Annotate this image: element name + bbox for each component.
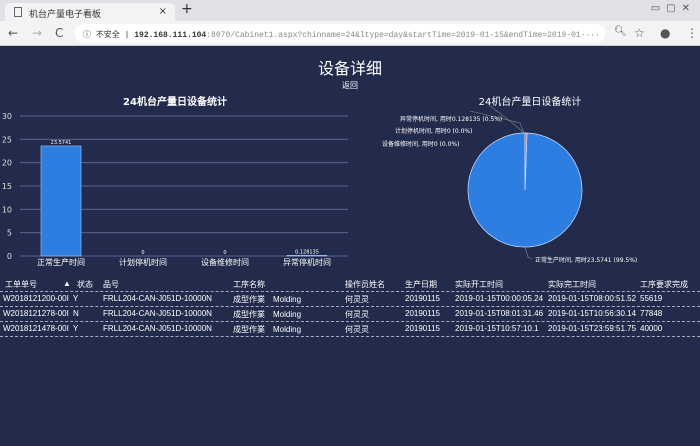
table-cell: 20190115 [405,324,440,333]
browser-tab[interactable]: 机台产量电子看板 × [5,3,175,21]
table-cell: 2019-01-15T08:01:31.46 [455,309,544,318]
data-label: 23.5741 [51,140,72,146]
zoom-icon[interactable]: 🔍︎ [614,26,627,37]
data-label: 0.128135 [295,249,319,255]
column-header[interactable]: 操作员姓名 [345,280,385,289]
back-icon[interactable]: ← [8,26,19,40]
table-cell: 55619 [640,294,663,303]
column-header[interactable]: 实际开工时间 [455,280,503,289]
pie-slice [524,132,528,191]
leader-line [469,110,525,134]
table-cell: W2018121200-00I [3,294,69,303]
url-input[interactable]: ⓘ 不安全 | 192.168.111.104:8070/Cabinet1.as… [75,24,605,43]
pie-label: 设备维修时间, 用时0 (0.0%) [382,140,459,148]
table-cell: 2019-01-15T10:56:30.14 [548,309,637,318]
table-cell: FRLL204-CAN-J051D-10000N [103,309,212,318]
bar [40,145,82,257]
column-header[interactable]: 状态 [77,280,93,289]
table-cell: FRLL204-CAN-J051D-10000N [103,294,212,303]
bar [286,255,328,257]
x-tick-label: 计划停机时间 [119,257,167,267]
y-tick-label: 25 [2,135,12,144]
y-tick-label: 0 [7,252,12,261]
address-bar-area: ← → C ⓘ 不安全 | 192.168.111.104:8070/Cabin… [0,21,700,46]
table-cell: 何灵灵 [345,295,369,304]
table-row[interactable] [0,307,700,322]
back-link[interactable]: 返回 [342,81,358,90]
table-cell: 20190115 [405,294,440,303]
leader-line [524,246,533,260]
bar-chart: 05101520253023.5741正常生产时间0计划停机时间0设备维修时间0… [2,112,348,267]
y-tick-label: 10 [2,205,12,214]
column-header[interactable]: 工序名称 [233,280,265,289]
bookmark-star-icon[interactable]: ☆ [634,26,645,40]
url-host: 192.168.111.104 [134,31,207,40]
table-cell: N [73,309,79,318]
x-tick-label: 设备维修时间 [201,257,249,267]
x-tick-label: 异常停机时间 [283,257,331,267]
column-header[interactable]: 工序要求完成 [640,280,688,289]
pie-chart-title: 24机台产量日设备统计 [478,97,582,108]
y-tick-label: 5 [7,229,12,238]
pie-label: 正常生产时间, 用时23.5741 (99.5%) [535,256,637,264]
table-cell: 2019-01-15T10:57:10.1 [455,324,539,333]
new-tab-button[interactable]: + [181,1,193,17]
table-cell: FRLL204-CAN-J051D-10000N [103,324,212,333]
table-cell: 2019-01-15T00:00:05.24 [455,294,544,303]
tab-title: 机台产量电子看板 [29,10,102,20]
table-cell: Y [73,294,79,303]
table-cell: 成型作業 Molding [233,295,302,304]
sort-icon[interactable]: ▲ [63,279,71,288]
pie-label: 计划停机时间, 用时0 (0.0%) [395,127,472,135]
page-title: 设备详细 [317,59,382,78]
table-row[interactable] [0,292,700,307]
column-header[interactable]: 生产日期 [405,280,437,289]
table-cell: 77848 [640,309,663,318]
y-tick-label: 15 [2,182,12,191]
table-cell: W2018121278-00I [3,309,69,318]
page-icon [14,7,22,17]
column-header[interactable]: 工单单号 [5,280,37,289]
table-cell: 何灵灵 [345,310,369,319]
table-cell: Y [73,324,79,333]
profile-icon[interactable]: ● [660,26,671,40]
close-tab-icon[interactable]: × [158,6,167,17]
table-cell: 20190115 [405,309,440,318]
table-cell: 何灵灵 [345,325,369,334]
x-tick-label: 正常生产时间 [37,257,85,267]
reload-icon[interactable]: C [55,26,64,40]
menu-icon[interactable]: ⋮ [686,26,698,40]
y-tick-label: 30 [2,112,12,121]
data-label: 0 [141,250,144,256]
table-cell: 2019-01-15T08:00:51.52 [548,294,637,303]
url-path: :8070/Cabinet1.aspx?chinname=24&ltype=da… [206,31,600,40]
security-label: 不安全 [95,31,120,40]
leader-line [488,105,525,134]
column-header[interactable]: 品号 [103,280,119,289]
data-label: 0 [223,250,226,256]
tab-bar: 机台产量电子看板 × + ▭▢✕ [0,0,700,21]
table-cell: W2018121478-00I [3,324,69,333]
y-tick-label: 20 [2,159,12,168]
table-cell: 成型作業 Molding [233,325,302,334]
bar-chart-title: 24机台产量日设备统计 [123,97,227,108]
window-controls[interactable]: ▭▢✕ [650,3,696,14]
table-header [0,277,700,292]
table-row[interactable] [0,322,700,337]
table-cell: 40000 [640,324,663,333]
pie-chart: 异常停机时间, 用时0.128135 (0.5%) 计划停机时间, 用时0 (0.… [382,105,637,264]
column-header[interactable]: 实际完工时间 [548,280,596,289]
table-cell: 2019-01-15T23:59:51.75 [548,324,637,333]
forward-icon[interactable]: → [32,26,43,40]
pie-label: 异常停机时间, 用时0.128135 (0.5%) [400,115,502,123]
table-cell: 成型作業 Molding [233,310,302,319]
